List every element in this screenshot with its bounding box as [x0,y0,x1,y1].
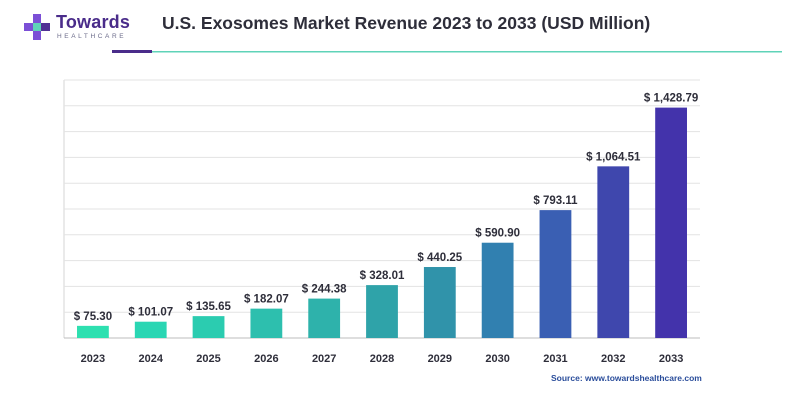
brand-name: Towards [56,12,131,32]
title-underline [112,50,782,53]
x-tick-2028: 2028 [370,353,394,365]
x-tick-2030: 2030 [485,353,509,365]
bar-2033 [655,107,687,339]
value-label-2026: $ 182.07 [244,294,289,306]
x-axis-tick-labels: 2023 2024 2025 2026 2027 2028 2029 2030 2031 2032… [81,353,684,365]
value-label-2031: $ 793.11 [533,195,578,207]
x-tick-2029: 2029 [428,353,452,365]
x-tick-2031: 2031 [543,353,567,365]
value-label-2023: $ 75.30 [74,311,112,323]
bar-2031 [539,210,572,338]
x-tick-2023: 2023 [81,353,105,365]
source-note: Source: www.towardshealthcare.com [551,373,702,383]
bar-2025 [192,316,225,338]
x-tick-2033: 2033 [659,353,683,365]
brand-tagline: HEALTHCARE [57,33,127,40]
chart-title: U.S. Exosomes Market Revenue 2023 to 203… [162,13,651,33]
x-tick-2026: 2026 [254,353,278,365]
bar-2023 [77,325,109,338]
value-label-2027: $ 244.38 [302,284,347,296]
bar-2029 [423,267,456,338]
bar-2027 [308,298,341,338]
bar-2030 [481,242,514,338]
value-label-2032: $ 1,064.51 [586,151,641,163]
grid-lines [63,79,700,339]
plus-cross-icon [24,14,50,40]
bar-2024 [134,321,167,338]
brand-logo: Towards HEALTHCARE [22,10,152,46]
bar-2028 [366,285,398,338]
value-label-2029: $ 440.25 [417,252,462,264]
bar-2032 [597,166,630,338]
x-tick-2027: 2027 [312,353,336,365]
x-tick-2025: 2025 [196,353,220,365]
value-label-2025: $ 135.65 [186,301,231,313]
bar-2026 [250,308,283,338]
header: Towards HEALTHCARE U.S. Exosomes Market … [0,0,800,60]
x-tick-2032: 2032 [601,353,625,365]
x-tick-2024: 2024 [138,353,163,365]
bars [77,107,687,339]
value-label-2028: $ 328.01 [360,270,405,282]
value-label-2033: $ 1,428.79 [644,93,698,105]
value-label-2024: $ 101.07 [128,307,173,319]
value-label-2030: $ 590.90 [475,228,520,240]
value-labels: $ 75.30 $ 101.07 $ 135.65 $ 182.07 $ 244.38 $… [74,93,699,323]
